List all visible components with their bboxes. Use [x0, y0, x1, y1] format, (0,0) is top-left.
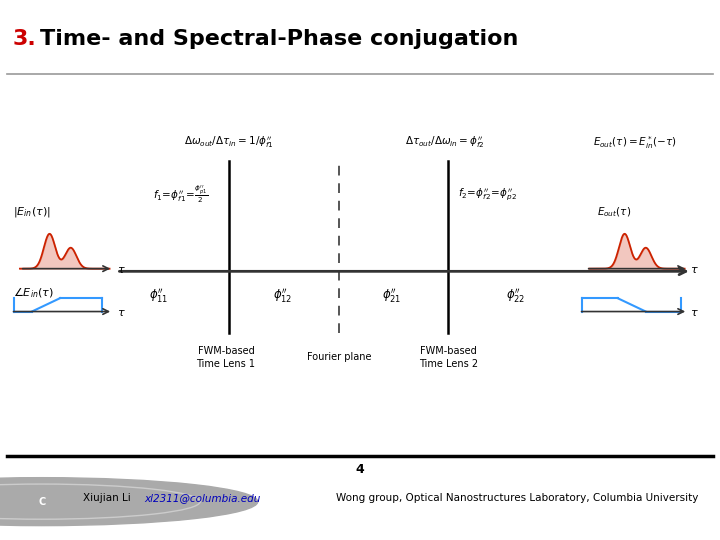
Text: Xiujian Li: Xiujian Li	[83, 494, 134, 503]
Text: $\Delta\tau_{out}/\Delta\omega_{in}=\phi_{f2}''$: $\Delta\tau_{out}/\Delta\omega_{in}=\phi…	[405, 135, 485, 150]
Text: 4: 4	[356, 463, 364, 476]
Text: $\tau$: $\tau$	[117, 308, 125, 318]
Text: $E_{out}(\tau)=E^*_{in}(-\tau)$: $E_{out}(\tau)=E^*_{in}(-\tau)$	[593, 134, 678, 151]
Text: $\phi_{22}''$: $\phi_{22}''$	[505, 286, 525, 305]
Text: $f_2\!=\!\phi_{f2}''\!=\!\phi_{p2}''$: $f_2\!=\!\phi_{f2}''\!=\!\phi_{p2}''$	[457, 186, 516, 201]
Circle shape	[0, 478, 258, 525]
Text: $\Delta\omega_{out}/\Delta\tau_{in}=1/\phi_{f1}''$: $\Delta\omega_{out}/\Delta\tau_{in}=1/\p…	[184, 135, 274, 150]
Text: FWM-based
Time Lens 2: FWM-based Time Lens 2	[418, 346, 478, 369]
Text: $\phi_{11}''$: $\phi_{11}''$	[149, 286, 168, 305]
Text: $\phi_{21}''$: $\phi_{21}''$	[382, 286, 402, 305]
Text: Time- and Spectral-Phase conjugation: Time- and Spectral-Phase conjugation	[40, 29, 518, 49]
Text: xl2311@columbia.edu: xl2311@columbia.edu	[144, 494, 261, 503]
Text: $E_{out}(\tau)$: $E_{out}(\tau)$	[597, 206, 631, 219]
Text: C: C	[38, 497, 45, 507]
Text: $\phi_{12}''$: $\phi_{12}''$	[273, 286, 292, 305]
Text: $|E_{in}(\tau)|$: $|E_{in}(\tau)|$	[13, 205, 50, 219]
Text: $\tau$: $\tau$	[690, 308, 699, 318]
Text: $\angle E_{in}(\tau)$: $\angle E_{in}(\tau)$	[13, 286, 54, 300]
Text: FWM-based
Time Lens 1: FWM-based Time Lens 1	[197, 346, 256, 369]
Text: Wong group, Optical Nanostructures Laboratory, Columbia University: Wong group, Optical Nanostructures Labor…	[336, 494, 698, 503]
Text: $f_1\!=\!\phi_{f1}''\!=\!\frac{\phi_{p1}''}{2}$: $f_1\!=\!\phi_{f1}''\!=\!\frac{\phi_{p1}…	[153, 183, 207, 205]
Text: Fourier plane: Fourier plane	[307, 352, 371, 362]
Text: 3.: 3.	[13, 29, 37, 49]
Text: $\tau$: $\tau$	[690, 265, 699, 275]
Text: $\tau$: $\tau$	[117, 265, 125, 275]
